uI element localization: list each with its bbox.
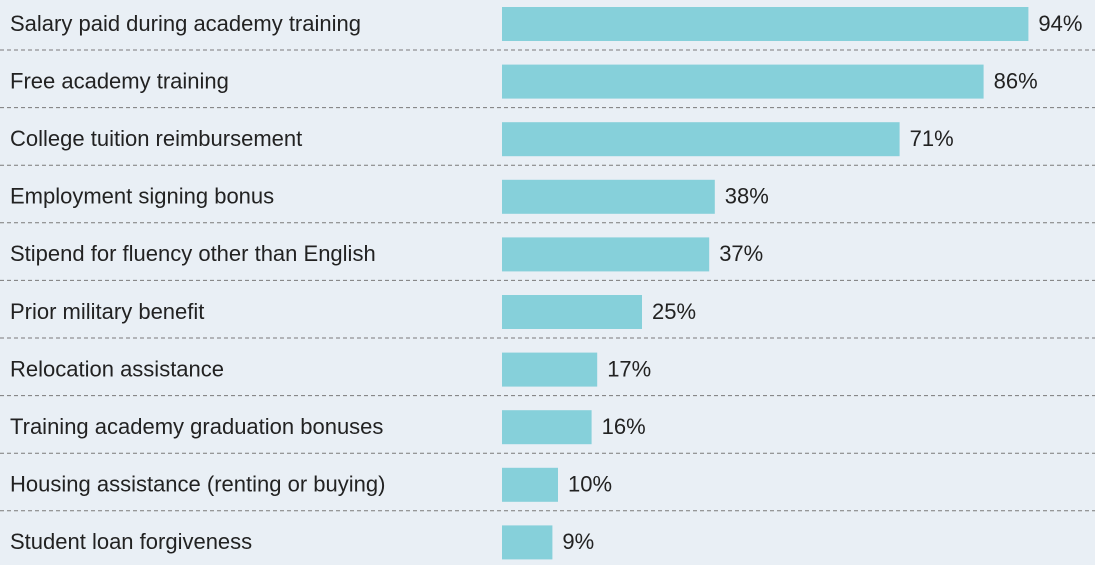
category-label: Employment signing bonus xyxy=(10,184,274,209)
bar xyxy=(502,237,710,272)
value-label: 17% xyxy=(607,356,651,381)
category-label: Housing assistance (renting or buying) xyxy=(10,472,385,497)
value-label: 25% xyxy=(652,299,696,324)
value-label: 86% xyxy=(994,68,1038,93)
category-label: Salary paid during academy training xyxy=(10,11,361,36)
value-label: 38% xyxy=(725,184,769,209)
value-label: 94% xyxy=(1038,11,1082,36)
bar xyxy=(502,525,553,560)
category-label: Prior military benefit xyxy=(10,299,204,324)
bar xyxy=(502,410,592,445)
value-label: 37% xyxy=(719,241,763,266)
bar xyxy=(502,122,900,157)
category-label: Free academy training xyxy=(10,68,229,93)
bar xyxy=(502,467,558,502)
bar xyxy=(502,7,1029,41)
value-label: 10% xyxy=(568,472,612,497)
category-label: Student loan forgiveness xyxy=(10,529,252,554)
category-label: College tuition reimbursement xyxy=(10,126,302,151)
value-label: 9% xyxy=(562,529,594,554)
value-label: 71% xyxy=(910,126,954,151)
bar xyxy=(502,352,598,387)
category-label: Training academy graduation bonuses xyxy=(10,414,383,439)
bar xyxy=(502,64,984,99)
bar xyxy=(502,179,715,214)
category-label: Relocation assistance xyxy=(10,356,224,381)
category-label: Stipend for fluency other than English xyxy=(10,241,376,266)
bar xyxy=(502,295,642,329)
value-label: 16% xyxy=(602,414,646,439)
